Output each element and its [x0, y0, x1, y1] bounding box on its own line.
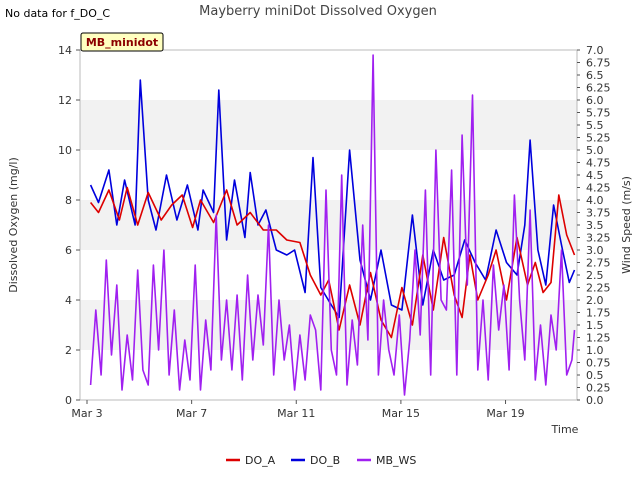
y-right-tick-label: 2.0 [586, 294, 604, 307]
y-right-tick-label: 0.0 [586, 394, 604, 407]
x-tick-label: Mar 3 [71, 407, 102, 420]
series-line-do-a [89, 186, 576, 339]
x-tick-label: Mar 11 [277, 407, 315, 420]
y-right-tick-label: 3.75 [586, 207, 611, 220]
y-left-tick-label: 6 [65, 244, 72, 257]
y-right-tick-label: 4.75 [586, 157, 611, 170]
legend-item-do-b: DO_B [291, 454, 340, 467]
y-right-tick-label: 4.0 [586, 194, 604, 207]
chart-title: Mayberry miniDot Dissolved Oxygen [199, 4, 437, 19]
y-right-tick-label: 7.0 [586, 44, 604, 57]
y-left-tick-label: 2 [65, 344, 72, 357]
y-axis-left-label: Dissolved Oxygen (mg/l) [7, 157, 20, 292]
y-right-tick-label: 2.25 [586, 282, 611, 295]
y-right-tick-label: 1.25 [586, 332, 611, 345]
grid-band [80, 100, 577, 150]
grid-bands [80, 100, 577, 350]
y-right-tick-label: 2.5 [586, 269, 604, 282]
y-axis-right-label: Wind Speed (m/s) [620, 176, 633, 274]
y-right-tick-label: 0.75 [586, 357, 611, 370]
legend-label: DO_A [245, 454, 276, 467]
x-tick-label: Mar 19 [486, 407, 524, 420]
y-right-tick-label: 1.0 [586, 344, 604, 357]
source-badge: MB_minidot [80, 32, 164, 52]
y-right-tick-label: 0.5 [586, 369, 604, 382]
legend-label: MB_WS [376, 454, 416, 467]
y-right-tick-label: 5.5 [586, 119, 604, 132]
legend: DO_A DO_B MB_WS [226, 454, 416, 467]
y-right-tick-label: 2.75 [586, 257, 611, 270]
y-right-tick-label: 3.5 [586, 219, 604, 232]
y-right-tick-label: 5.0 [586, 144, 604, 157]
series-line-mb-ws [89, 54, 576, 396]
y-left-tick-label: 10 [58, 144, 72, 157]
y-right-tick-label: 3.0 [586, 244, 604, 257]
badge-label: MB_minidot [86, 36, 158, 49]
y-right-tick-label: 3.25 [586, 232, 611, 245]
y-left-tick-label: 12 [58, 94, 72, 107]
x-axis-label: Time [551, 423, 579, 436]
y-right-tick-label: 4.5 [586, 169, 604, 182]
x-tick-label: Mar 7 [176, 407, 207, 420]
y-left-tick-label: 8 [65, 194, 72, 207]
y-right-tick-label: 4.25 [586, 182, 611, 195]
y-left-tick-label: 14 [58, 44, 72, 57]
y-right-tick-label: 6.0 [586, 94, 604, 107]
grid-band [80, 300, 577, 350]
axes-layer: 024681012140.00.250.50.751.01.251.51.752… [58, 44, 611, 420]
y-right-tick-label: 1.5 [586, 319, 604, 332]
legend-item-mb-ws: MB_WS [357, 454, 416, 467]
y-right-tick-label: 0.25 [586, 382, 611, 395]
series-line-do-b [89, 79, 576, 319]
y-right-tick-label: 6.25 [586, 82, 611, 95]
y-left-tick-label: 4 [65, 294, 72, 307]
y-right-tick-label: 1.75 [586, 307, 611, 320]
y-right-tick-label: 5.75 [586, 107, 611, 120]
x-tick-label: Mar 15 [382, 407, 420, 420]
y-right-tick-label: 6.75 [586, 57, 611, 70]
y-right-tick-label: 5.25 [586, 132, 611, 145]
no-data-note: No data for f_DO_C [5, 7, 111, 20]
y-left-tick-label: 0 [65, 394, 72, 407]
y-right-tick-label: 6.5 [586, 69, 604, 82]
legend-label: DO_B [310, 454, 340, 467]
series-layer [89, 54, 576, 396]
legend-item-do-a: DO_A [226, 454, 276, 467]
